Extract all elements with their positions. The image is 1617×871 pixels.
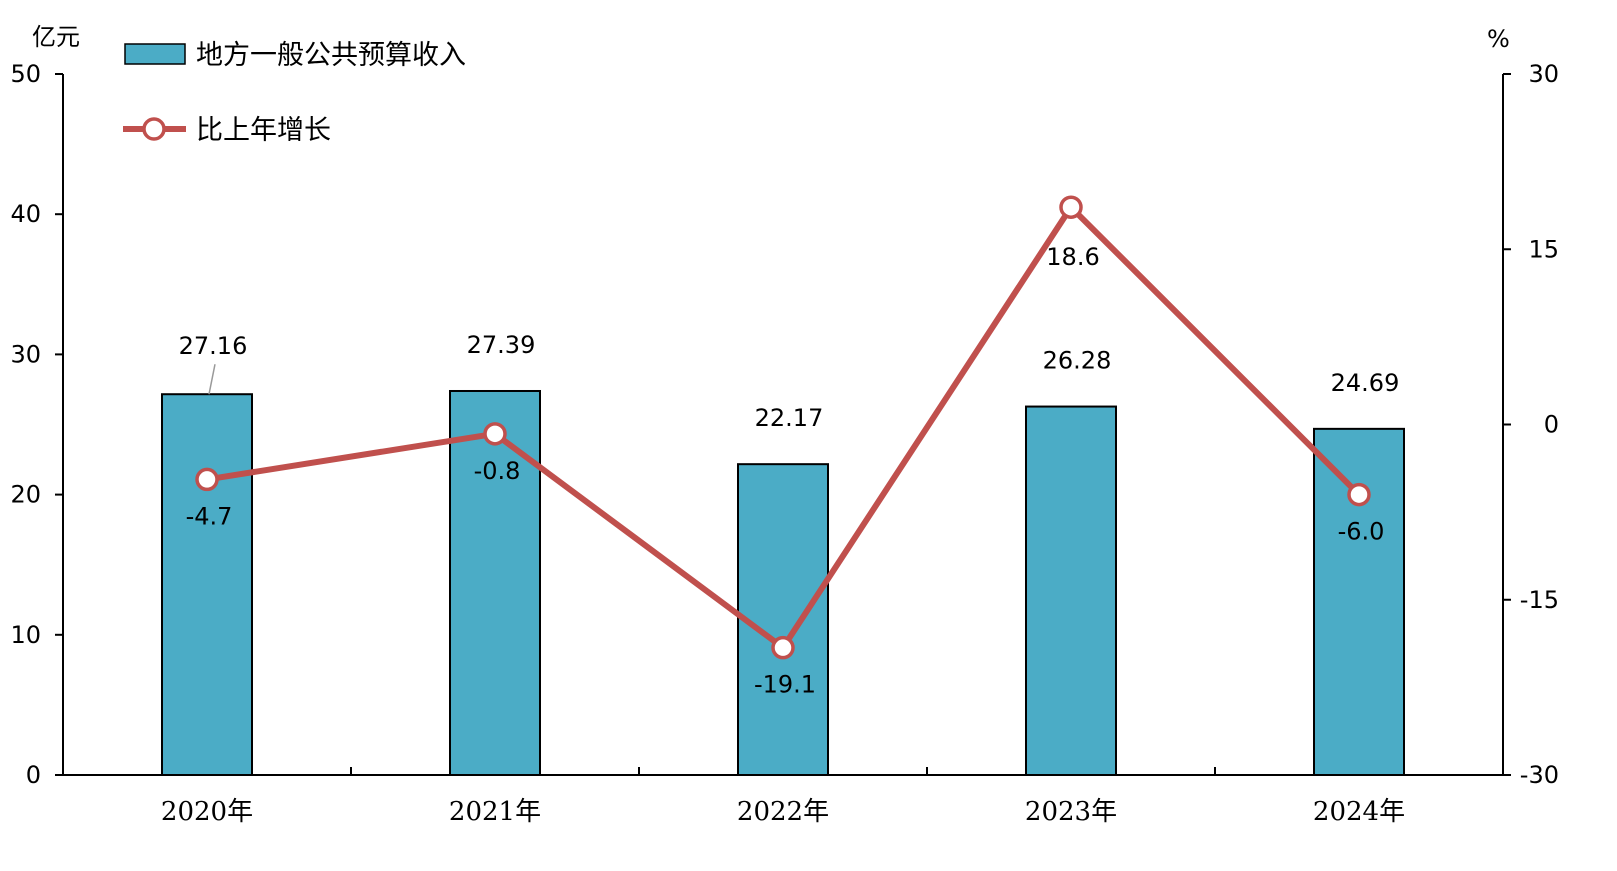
bar-value-label: 27.39 — [467, 331, 536, 359]
bar-value-label: 27.16 — [179, 332, 248, 360]
growth-value-label: -6.0 — [1338, 518, 1385, 546]
bar-2021 — [449, 389, 541, 776]
growth-value-label: 18.6 — [1046, 243, 1099, 271]
right-axis-unit: % — [1487, 25, 1510, 53]
legend-bar-swatch — [124, 43, 186, 65]
labels-layer: 27.16 27.39 22.17 26.28 24.69 -4.7 -0.8 -19.1 18… — [179, 243, 1400, 698]
left-tick-label: 10 — [10, 621, 41, 649]
x-category-label: 2020年 — [161, 797, 253, 827]
left-tick-label: 0 — [26, 761, 41, 789]
legend-bar-label: 地方一般公共预算收入 — [196, 40, 466, 71]
growth-marker — [483, 422, 507, 446]
line-layer — [195, 195, 1371, 660]
left-tick-label: 50 — [10, 60, 41, 88]
growth-marker — [1059, 195, 1083, 219]
bars-layer — [161, 389, 1405, 776]
right-tick-label: 0 — [1544, 411, 1559, 439]
right-tick-label: -30 — [1520, 761, 1559, 789]
left-tick-label: 20 — [10, 481, 41, 509]
left-tick-label: 30 — [10, 340, 41, 368]
legend-line-marker — [142, 117, 166, 141]
right-tick-label: 15 — [1528, 235, 1559, 263]
bar-2023 — [1025, 405, 1117, 776]
bar-value-label: 22.17 — [755, 404, 824, 432]
growth-value-label: -4.7 — [186, 502, 233, 530]
right-tick-label: 30 — [1528, 60, 1559, 88]
bar-2020 — [161, 393, 253, 776]
legend: 地方一般公共预算收入 比上年增长 — [123, 40, 466, 146]
x-category-label: 2023年 — [1025, 797, 1117, 827]
x-category-label: 2024年 — [1313, 797, 1405, 827]
legend-line-label: 比上年增长 — [196, 115, 331, 146]
growth-marker — [195, 467, 219, 492]
bar-label-leader — [208, 364, 216, 395]
bar-2024 — [1313, 427, 1405, 776]
bar-2022 — [737, 463, 829, 776]
bar-value-label: 24.69 — [1331, 369, 1400, 397]
growth-value-label: -19.1 — [754, 671, 816, 699]
x-category-label: 2022年 — [737, 797, 829, 827]
left-axis-unit: 亿元 — [32, 23, 80, 51]
right-tick-label: -15 — [1520, 586, 1559, 614]
growth-marker — [771, 635, 795, 660]
x-category-label: 2021年 — [449, 797, 541, 827]
left-tick-label: 40 — [10, 200, 41, 228]
growth-value-label: -0.8 — [474, 457, 521, 485]
axes-layer: 0 10 20 30 40 50 -30 -15 0 15 30 2020年 2021年 2022年 202… — [10, 60, 1559, 827]
bar-value-label: 26.28 — [1043, 347, 1112, 375]
growth-marker — [1347, 482, 1371, 507]
